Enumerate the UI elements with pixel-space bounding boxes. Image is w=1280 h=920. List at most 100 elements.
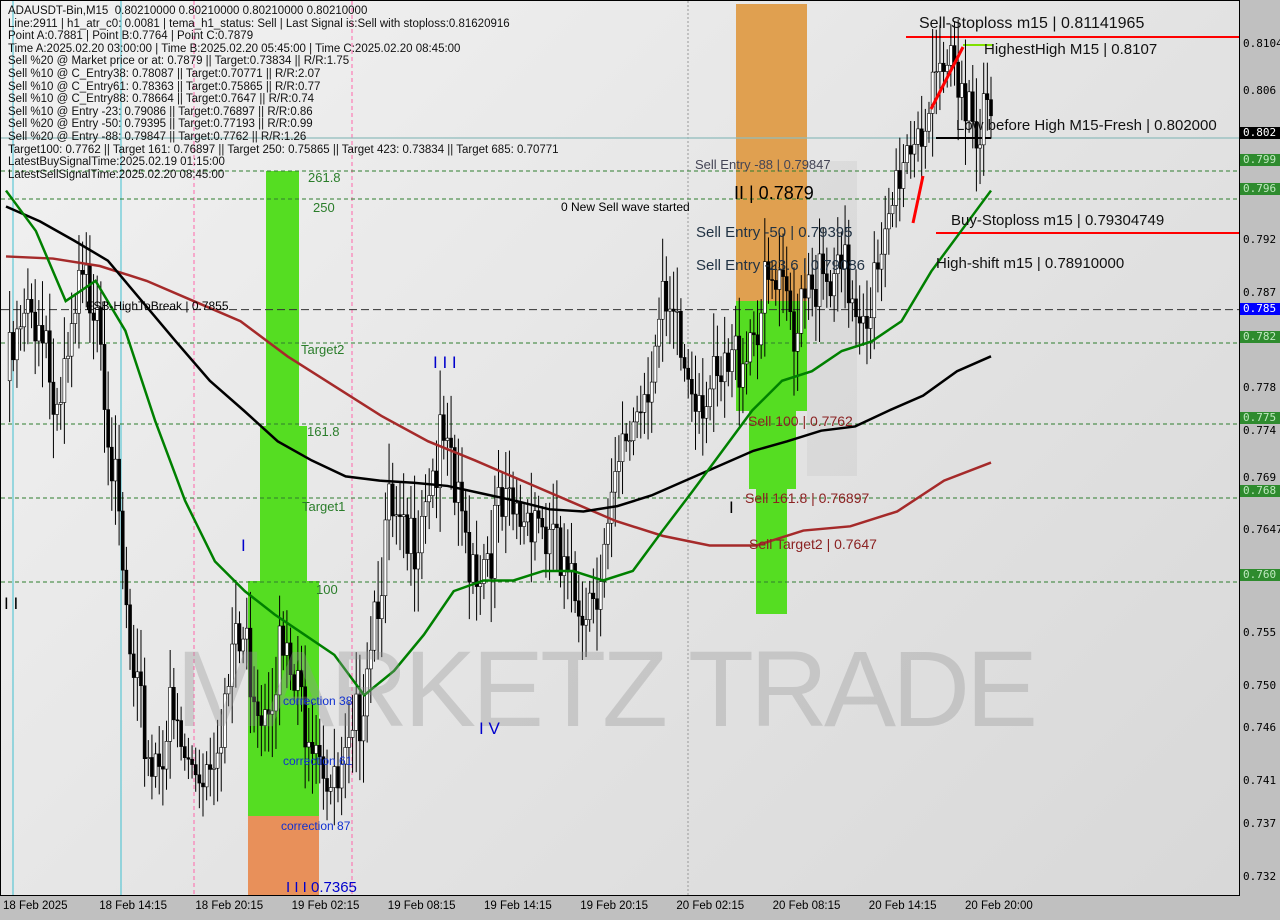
info-line: Sell %10 @ Entry -23: 0.79086 || Target:… [8, 105, 313, 118]
candle-body [733, 335, 738, 351]
candle-body [657, 318, 661, 347]
candle-body [161, 766, 165, 770]
candle-body [981, 93, 986, 146]
candle-body [296, 670, 300, 691]
candle-body [883, 228, 888, 255]
candle-body [15, 328, 19, 361]
candle-body [646, 394, 650, 403]
candle-body [562, 556, 566, 576]
candle-body [518, 502, 523, 527]
candle-body [642, 394, 647, 413]
price-tag: 0.760 [1240, 569, 1280, 582]
candle-body [941, 62, 946, 72]
candle-body [416, 552, 421, 570]
candle-body [617, 461, 621, 472]
price-tick: 0.7647 [1243, 522, 1280, 536]
candle-body [445, 437, 450, 441]
candle-body [106, 409, 110, 448]
ma-fast-line [4, 189, 993, 698]
candle-body [343, 747, 348, 765]
label-corr87: correction 87 [281, 819, 351, 833]
candle-body [817, 253, 822, 307]
candle-body [255, 701, 260, 716]
candle-body [29, 299, 34, 313]
candle-body [628, 440, 632, 443]
label-low: I I I 0.7365 [286, 879, 357, 896]
price-tick: 0.755 [1243, 625, 1277, 639]
candle-body [204, 764, 209, 788]
candle-body [339, 763, 344, 789]
candle-body [175, 719, 180, 722]
candle-body [912, 144, 917, 155]
candle-body [84, 264, 89, 275]
candle-body [299, 670, 304, 688]
candle-body [489, 553, 494, 579]
candle-body [438, 414, 442, 488]
price-tag: 0.802 [1240, 127, 1280, 140]
candle-body [212, 767, 216, 770]
label-new-wave: 0 New Sell wave started [561, 200, 690, 214]
candle-body [7, 332, 12, 382]
candle-body [810, 274, 815, 290]
candle-body [945, 64, 950, 72]
candle-body [682, 357, 687, 369]
candle-body [288, 642, 293, 675]
candle-body [401, 514, 406, 517]
ma-mid-line [5, 205, 992, 513]
candle-body [190, 758, 194, 765]
candle-body [795, 333, 800, 352]
candle-body [967, 91, 971, 122]
label-w-iii: I I I [433, 353, 457, 372]
candle-body [828, 281, 833, 297]
time-tick: 19 Feb 02:15 [291, 900, 360, 912]
candle-body [51, 381, 56, 415]
candle-body [803, 288, 807, 299]
candle-body [580, 615, 585, 626]
time-tick: 18 Feb 14:15 [99, 900, 167, 912]
candle-body [671, 308, 676, 312]
candle-body [606, 522, 610, 545]
candle-body [281, 625, 286, 656]
candle-body [591, 592, 596, 600]
label-lvl-2618: 261.8 [308, 170, 341, 185]
candle-body [930, 71, 935, 114]
candle-body [434, 470, 439, 488]
candle-body [58, 402, 63, 405]
candle-body [354, 693, 359, 731]
candle-body [292, 674, 297, 691]
candle-body [522, 521, 526, 527]
candle-body [905, 145, 909, 163]
candle-body [223, 693, 227, 748]
candle-body [226, 686, 231, 695]
candle-body [182, 746, 187, 758]
candle-body [128, 604, 132, 655]
candle-body [95, 307, 100, 321]
candle-body [697, 395, 701, 412]
trend-stroke [929, 46, 965, 110]
candle-body [635, 411, 639, 423]
candle-body [478, 583, 483, 587]
candle-body [711, 356, 716, 390]
label-sell-stoploss: Sell-Stoploss m15 | 0.81141965 [919, 15, 1145, 32]
candle-body [452, 447, 457, 503]
candle-body [266, 709, 271, 715]
candle-body [901, 162, 906, 189]
candle-body [960, 83, 964, 98]
candle-body [963, 83, 968, 122]
label-point-ii: II | 0.7879 [734, 183, 814, 203]
chart-canvas [1, 1, 1239, 895]
candle-body [186, 757, 191, 760]
candle-body [806, 274, 811, 299]
candle-body [664, 280, 669, 312]
fib-box [260, 426, 307, 581]
chart-plot-area[interactable]: MARKETZ TRADE ADAUSDT-Bin,M15 0.80210000… [0, 0, 1240, 896]
candle-body [726, 352, 731, 372]
price-tick: 0.769 [1243, 471, 1277, 485]
candle-body [153, 753, 158, 777]
candle-body [259, 715, 264, 726]
price-tag: 0.785 [1240, 302, 1280, 315]
candle-body [372, 601, 377, 651]
candle-body [894, 170, 898, 206]
label-buy-stoploss: Buy-Stoploss m15 | 0.79304749 [951, 212, 1165, 229]
candle-body [361, 715, 366, 742]
